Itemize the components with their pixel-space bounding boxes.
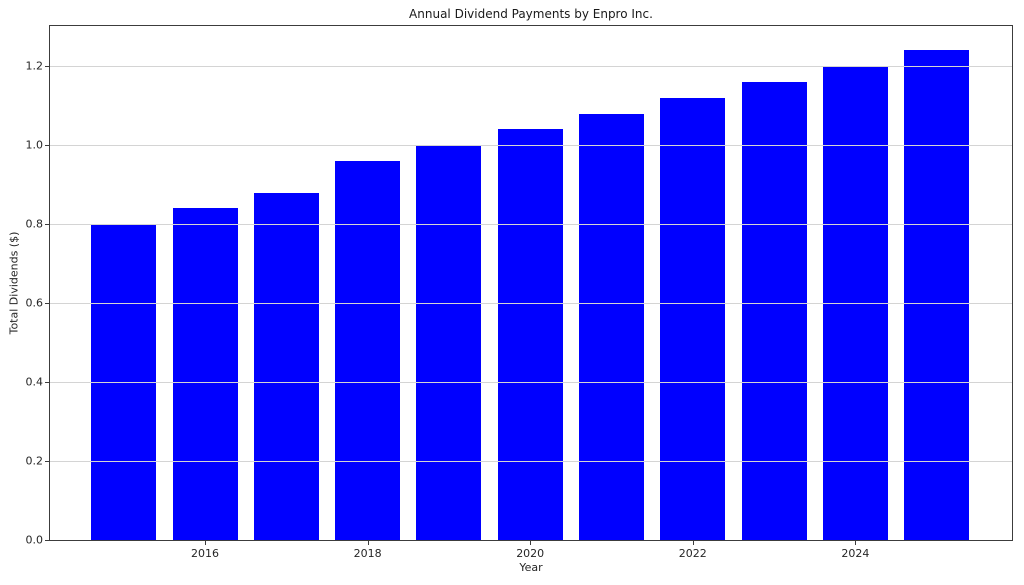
gridline-y-1.0 xyxy=(50,145,1012,147)
gridline-y-0.8 xyxy=(50,224,1012,226)
y-tick-mark xyxy=(45,224,49,226)
x-axis-label: Year xyxy=(519,561,543,574)
y-tick-mark xyxy=(45,461,49,463)
bar-2018 xyxy=(335,161,401,540)
x-tick-mark xyxy=(530,541,532,545)
bar-2017 xyxy=(253,192,319,540)
bar-2021 xyxy=(579,113,644,540)
x-tick-label-2018: 2018 xyxy=(353,547,382,560)
y-axis-label: Total Dividends ($) xyxy=(7,231,21,335)
bar-2023 xyxy=(741,82,807,540)
y-tick-label-0.0: 0.0 xyxy=(25,533,44,547)
y-tick-label-0.4: 0.4 xyxy=(25,375,44,389)
bar-2020 xyxy=(497,129,563,540)
x-tick-mark xyxy=(367,541,369,545)
gridline-y-1.2 xyxy=(50,66,1012,68)
bar-2025 xyxy=(904,50,970,540)
bar-2019 xyxy=(416,145,482,540)
bar-2016 xyxy=(172,208,238,540)
y-tick-mark xyxy=(45,382,49,384)
y-tick-mark xyxy=(45,540,49,541)
gridline-y-0.6 xyxy=(50,303,1012,305)
x-tick-mark xyxy=(692,541,694,545)
x-tick-label-2016: 2016 xyxy=(191,547,219,560)
y-tick-label-1.2: 1.2 xyxy=(25,59,44,73)
bar-2022 xyxy=(660,97,726,540)
y-tick-label-0.8: 0.8 xyxy=(25,217,44,231)
x-tick-label-2022: 2022 xyxy=(678,547,707,560)
y-tick-label-1.0: 1.0 xyxy=(25,138,44,152)
gridline-y-0.2 xyxy=(50,461,1012,463)
chart-title: Annual Dividend Payments by Enpro Inc. xyxy=(409,7,653,21)
plot-area xyxy=(49,25,1013,541)
y-tick-label-0.2: 0.2 xyxy=(25,454,44,468)
x-tick-mark xyxy=(205,541,206,545)
x-tick-label-2024: 2024 xyxy=(841,547,870,560)
y-tick-mark xyxy=(45,145,49,147)
y-tick-label-0.6: 0.6 xyxy=(25,296,44,310)
gridline-y-0.4 xyxy=(50,382,1012,384)
x-tick-label-2020: 2020 xyxy=(516,547,545,560)
y-tick-mark xyxy=(45,66,49,68)
x-tick-mark xyxy=(855,541,857,545)
y-tick-mark xyxy=(45,303,49,305)
plot-canvas xyxy=(50,26,1012,540)
